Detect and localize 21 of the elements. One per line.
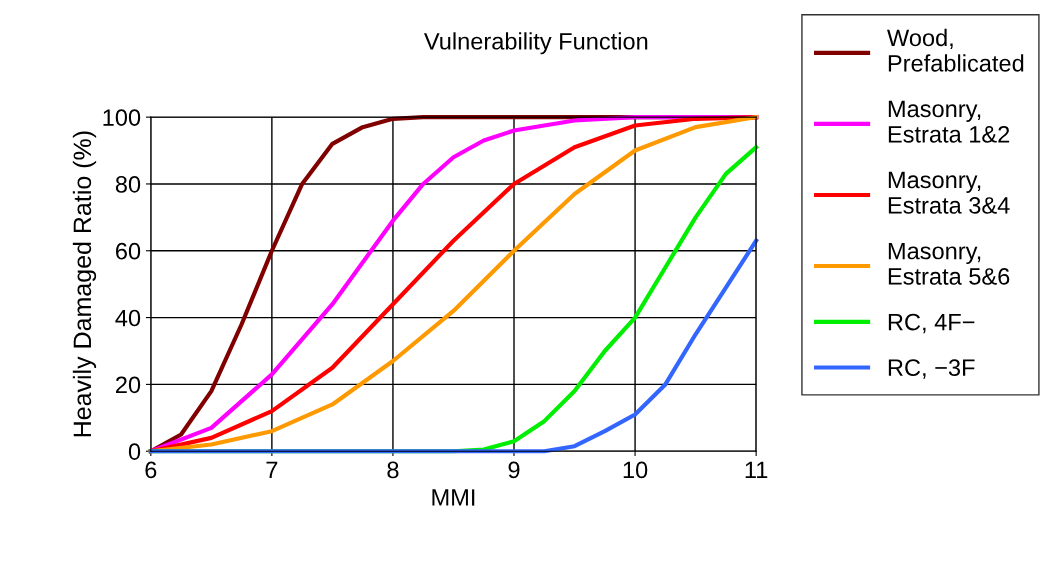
legend-label: Masonry, Estrata 1&2 <box>888 100 1010 143</box>
x-tick-label: 9 <box>508 461 520 479</box>
legend-label: RC, 4F− <box>888 313 975 334</box>
legend-label: Masonry, Estrata 5&6 <box>888 242 1010 285</box>
legend-label: Wood, Prefablicated <box>887 28 1024 72</box>
x-tick-label: 11 <box>745 461 768 479</box>
chart-title: Vulnerability Function <box>423 32 648 55</box>
legend-label: Masonry, Estrata 3&4 <box>888 171 1010 214</box>
x-tick-label: 10 <box>623 461 648 479</box>
x-axis-title: MMI <box>432 489 475 506</box>
legend-label: RC, −3F <box>888 359 975 379</box>
x-tick-label: 7 <box>266 461 278 479</box>
x-tick-label: 8 <box>387 461 399 479</box>
x-tick-label: 6 <box>145 461 157 479</box>
y-tick-label: 0 <box>128 443 141 460</box>
y-tick-label: 20 <box>116 376 141 394</box>
y-axis-title: Heavily Damaged Ratio (%) <box>72 131 97 437</box>
y-tick-label: 40 <box>115 309 141 327</box>
y-tick-label: 100 <box>103 109 141 126</box>
y-tick-label: 80 <box>115 176 141 193</box>
y-tick-label: 60 <box>116 242 141 260</box>
